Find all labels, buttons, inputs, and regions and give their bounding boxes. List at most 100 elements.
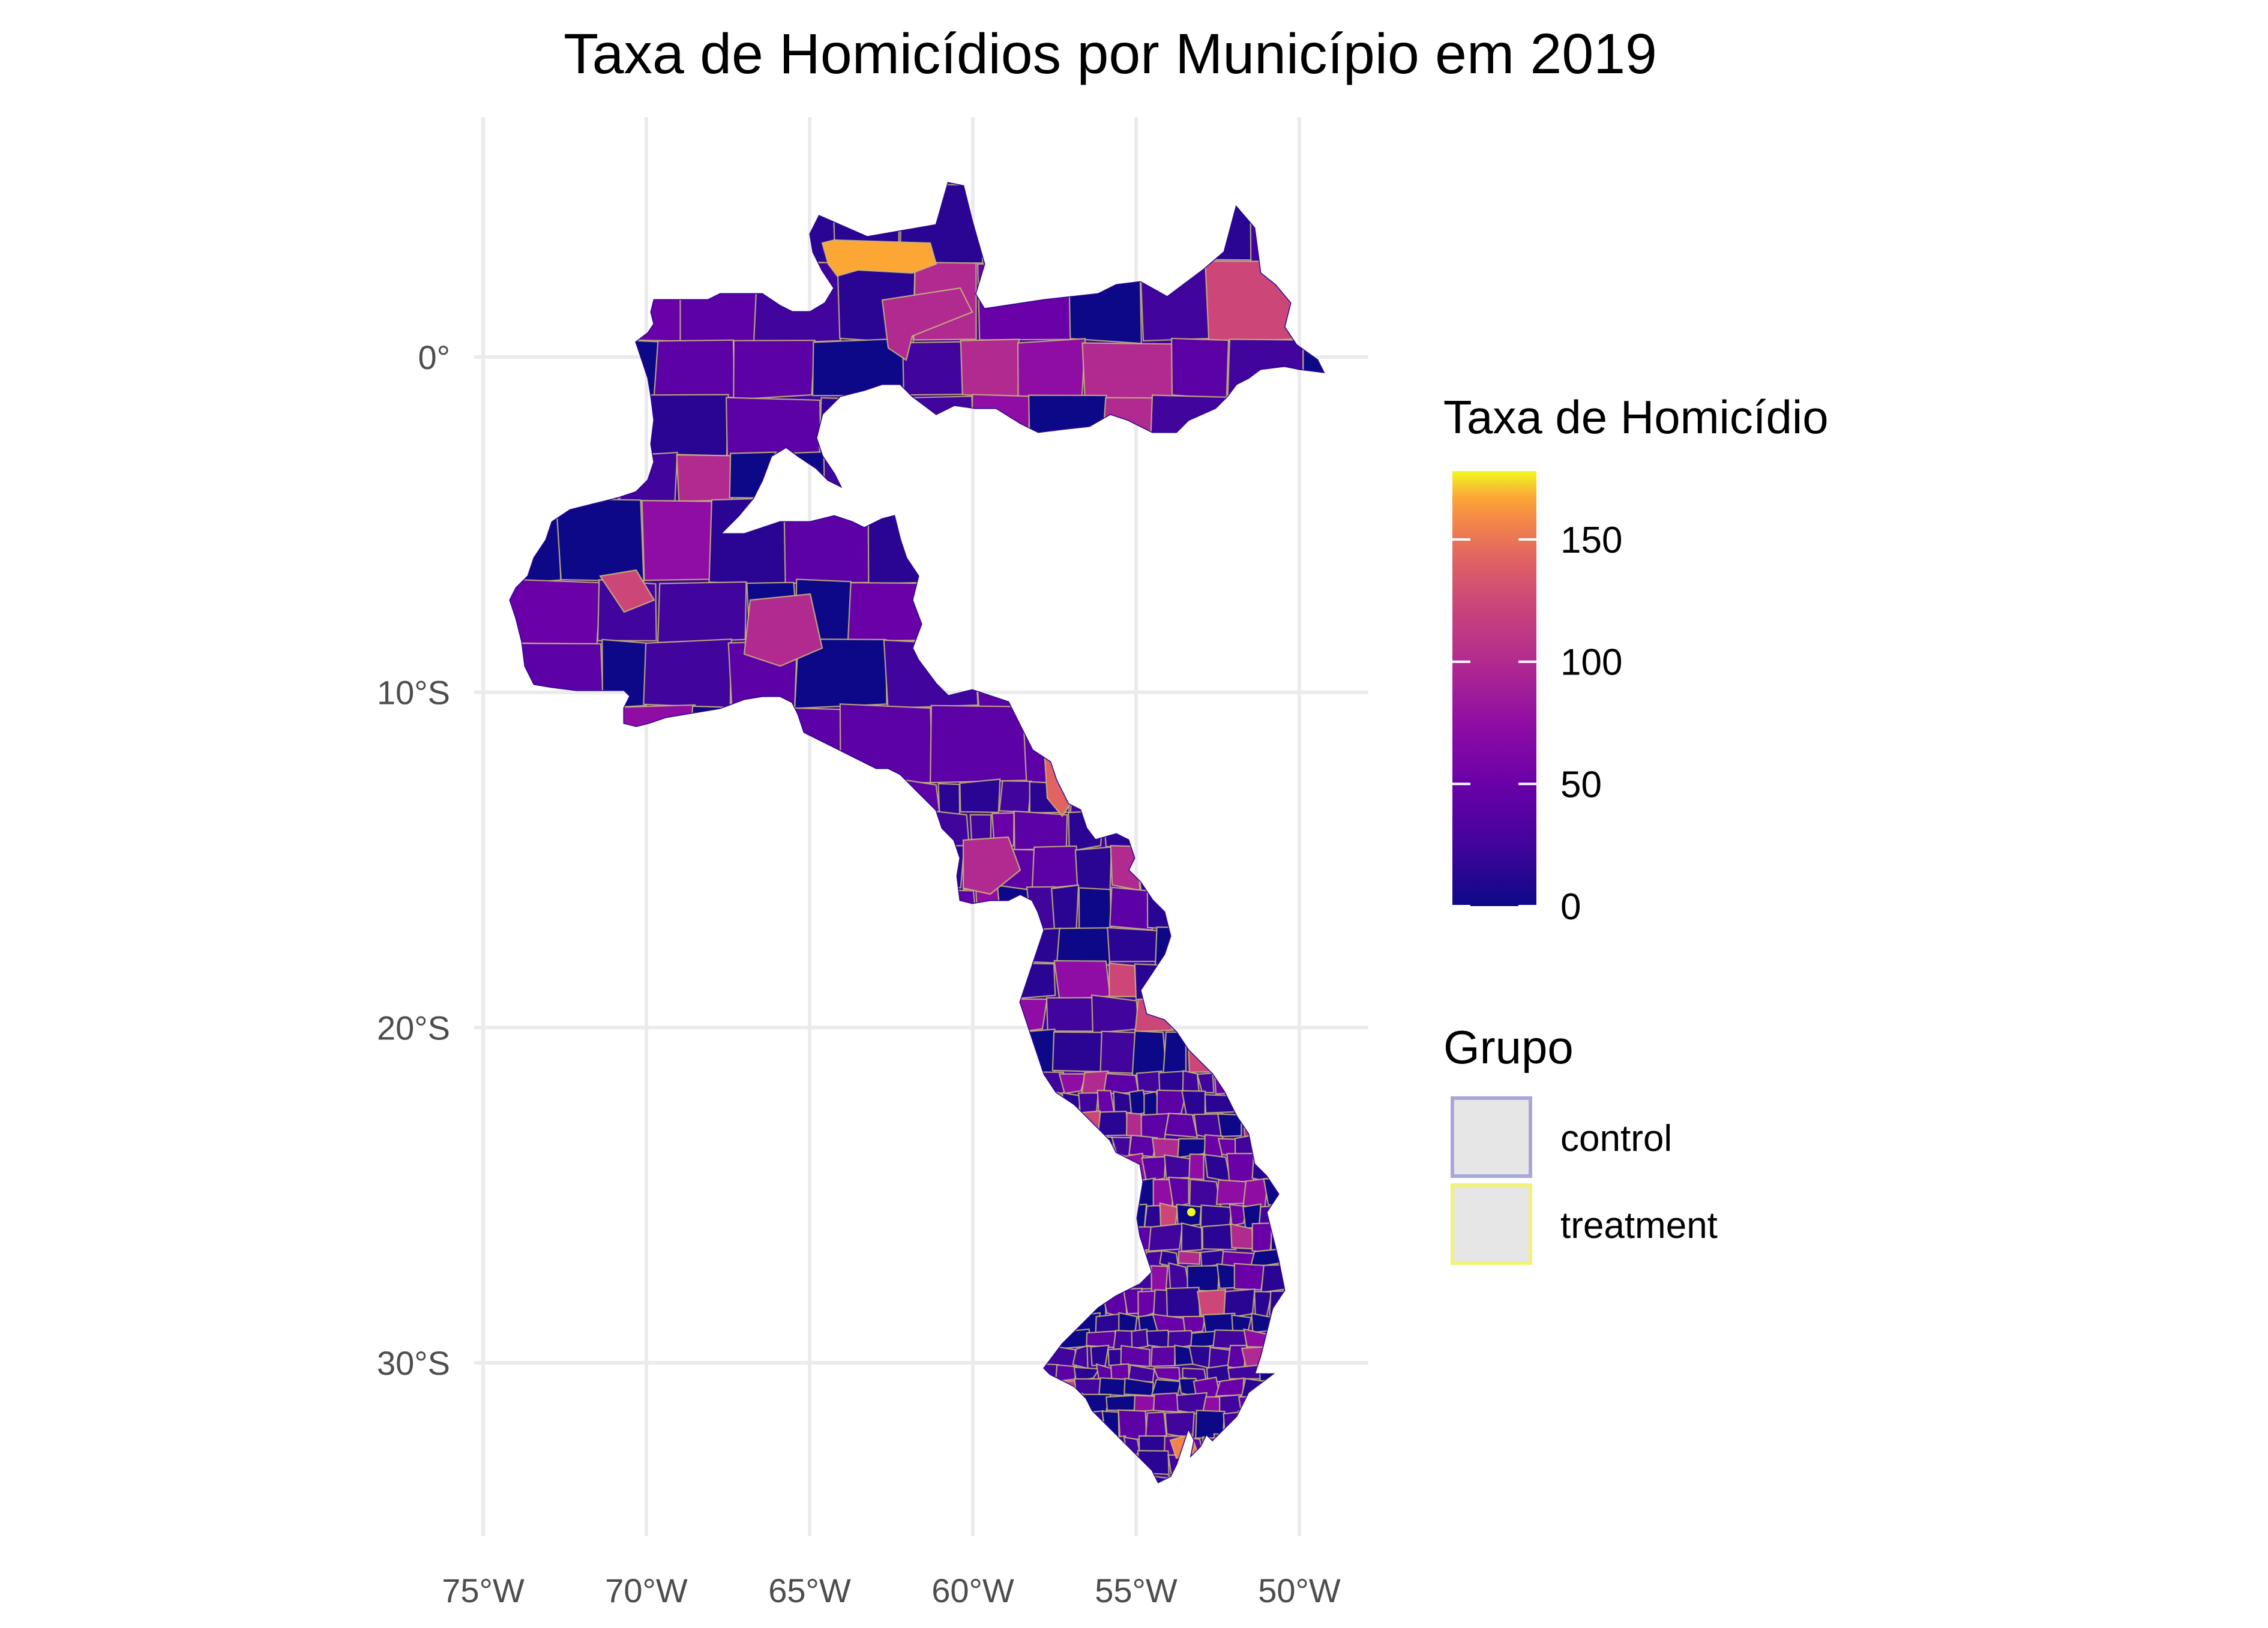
municipality [998,1249,1020,1267]
municipality [829,1264,858,1292]
municipality [528,848,574,892]
municipality [973,640,1072,710]
municipality [1081,1222,1098,1254]
municipality [548,1249,579,1268]
municipality [549,1093,574,1117]
municipality [555,497,645,582]
x-tick-label: 50°W [1258,1572,1341,1609]
municipality [510,454,568,503]
municipality [1293,260,1323,344]
municipality [1317,1365,1323,1382]
municipality [615,1377,639,1396]
municipality [853,1155,879,1183]
municipality [656,1410,678,1441]
municipality [807,1263,832,1291]
municipality [1266,1453,1289,1479]
municipality [782,1330,808,1348]
municipality [998,1347,1026,1369]
municipality [1128,1134,1158,1158]
municipality [665,1435,698,1456]
x-axis-tick-labels: 75°W 70°W 65°W 60°W 55°W 50°W [442,1572,1341,1609]
municipality [1204,260,1301,344]
municipality [757,1435,777,1456]
municipality [524,1379,558,1395]
municipality [888,1379,913,1398]
municipality [534,1434,563,1454]
municipality [936,1433,955,1456]
municipality [774,1137,802,1159]
municipality [510,1206,527,1227]
municipality [1094,1134,1114,1156]
municipality [892,1450,913,1479]
municipality [1030,1332,1059,1351]
municipality [1236,1453,1268,1480]
municipality [853,928,912,967]
y-axis-tick-labels: 0° 10°S 20°S 30°S [377,338,450,1382]
municipality [1192,886,1245,932]
municipality [939,1177,961,1206]
municipality [510,997,544,1031]
municipality [807,1288,839,1317]
municipality [663,1134,690,1159]
municipality [1026,454,1117,503]
municipality [685,1153,712,1182]
municipality [1224,497,1280,583]
municipality [1194,925,1229,965]
municipality [928,1091,962,1114]
municipality [960,338,1020,399]
municipality [1031,845,1080,891]
x-tick-label: 70°W [605,1572,688,1609]
municipality [1074,846,1113,892]
municipality [774,1452,796,1477]
municipality [711,1473,741,1482]
municipality [773,1176,802,1207]
municipality [784,1110,800,1137]
municipality [617,1202,639,1225]
municipality [603,1155,633,1183]
municipality [741,1091,766,1117]
municipality-highlight [962,836,1021,895]
colorbar-tick-label: 150 [1560,520,1622,561]
municipality [610,1073,628,1097]
municipality [1011,962,1056,1000]
municipality [857,1091,881,1115]
municipality [674,962,726,997]
municipality [698,1247,726,1266]
municipality [1072,1410,1104,1440]
municipality [886,1153,911,1179]
municipality [1236,1473,1259,1482]
municipality [873,1363,896,1381]
municipality [904,1090,932,1113]
municipality [510,395,565,455]
municipality [1035,1176,1052,1209]
municipality [678,1263,697,1292]
municipality [727,1073,745,1092]
municipality [900,1411,924,1440]
municipality [697,1410,729,1439]
municipality [1177,1138,1209,1159]
municipality [978,1367,1012,1384]
municipality [762,925,796,965]
municipality [857,1289,879,1318]
municipality [972,1090,999,1115]
municipality [510,885,564,931]
municipality [901,1137,928,1156]
municipality [610,1313,639,1333]
municipality [572,1179,598,1209]
colorbar-tick-label: 50 [1560,764,1602,805]
municipality [752,961,781,1002]
municipality [1083,1203,1102,1227]
municipality [1139,260,1212,342]
municipality [1004,1363,1026,1382]
municipality [1081,342,1175,400]
municipality [1192,640,1288,710]
municipality [844,1363,879,1384]
municipality [1003,1178,1024,1207]
municipality [685,1289,714,1315]
municipality [680,1204,703,1230]
municipality [722,1378,744,1396]
municipality [692,1392,710,1413]
municipality [1317,1134,1323,1159]
municipality [1107,927,1161,963]
x-tick-label: 75°W [442,1572,525,1609]
